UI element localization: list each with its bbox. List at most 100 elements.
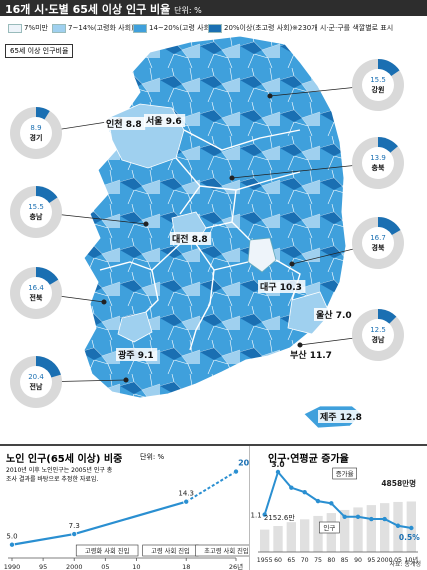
line-series-actual: [11, 500, 187, 546]
x-tick-label: 80: [327, 557, 335, 564]
city-label-bg-부산: [288, 348, 336, 361]
legend-item-very-high: 20%이상(초고령 사회): [208, 22, 292, 34]
leader-dot-강원: [267, 93, 273, 99]
growth-legend-box: [332, 467, 357, 480]
donut-label-충남: 충남: [30, 212, 43, 221]
population-label-last: 4858만명: [381, 478, 416, 488]
line-chart-note: 2010년 이후 노인인구는 2005년 인구 총조사 결과를 바탕으로 추정한…: [6, 467, 113, 483]
population-bar: [300, 519, 310, 552]
legend-swatch-low: [8, 23, 22, 33]
growth-point: [409, 525, 414, 531]
stage-label: 고령화 사회 진입: [85, 546, 130, 555]
population-legend-box: [319, 521, 340, 534]
line-point: [71, 531, 78, 538]
province-boundaries: [99, 129, 301, 351]
population-bar: [340, 509, 350, 552]
donut-충남: 15.5충남: [10, 186, 62, 238]
donut-value-경남: 12.5: [370, 326, 386, 334]
donut-강원: 15.5강원: [352, 59, 404, 111]
line-value-label: 20.8%: [238, 459, 249, 468]
donut-hole: [362, 147, 394, 179]
donut-value-전북: 16.4: [28, 284, 44, 292]
header-unit: 단위: %: [174, 6, 202, 15]
donut-label-경기: 경기: [30, 133, 43, 142]
x-tick-label: 2000: [66, 563, 83, 570]
x-tick-label: 05: [394, 557, 402, 564]
donut-value-전남: 20.4: [28, 373, 44, 381]
donut-hole: [362, 319, 394, 351]
leader-dot-경북: [289, 261, 295, 267]
growth-point: [275, 469, 281, 475]
x-tick-label: 2000: [377, 557, 393, 564]
population-legend-label: 인구: [323, 523, 335, 532]
donut-value-경기: 8.9: [30, 124, 41, 132]
line-chart: 1990 95 2000 05 10 18 26년 5.0 7.3 14.3 20.8% 고령화 사회…: [4, 459, 249, 570]
donut-value-강원: 15.5: [370, 76, 386, 84]
city-label-부산: 부산 11.7: [290, 349, 332, 361]
donut-label-충북: 충북: [372, 163, 385, 172]
leader-dot-경남: [297, 342, 303, 348]
x-tick-label: 75: [314, 557, 322, 564]
leader-dot-충남: [143, 221, 149, 227]
x-tick-label: 60: [274, 557, 282, 564]
city-label-bg-대구: [258, 280, 306, 293]
donut-충북: 13.9충북: [352, 137, 404, 189]
growth-legend-label: 증가율: [336, 469, 354, 478]
city-label-bg-광주: [116, 348, 158, 361]
busan-area: [287, 291, 331, 335]
donut-value-충남: 15.5: [28, 203, 44, 211]
population-bar: [380, 503, 390, 552]
legend: 7%미만 7~14%(고령화 사회) 14~20%(고령 사회) 20%이상(초…: [0, 22, 427, 34]
line-chart-title: 노인 인구(65세 이상) 비중: [6, 454, 123, 465]
population-bar: [353, 507, 363, 552]
donut-경남: 12.5경남: [352, 309, 404, 361]
leader-dot-전북: [101, 299, 107, 305]
map-caption: 65세 이상 인구비율: [5, 44, 74, 58]
x-tick-label: 70: [301, 557, 309, 564]
gwangju-area: [117, 311, 153, 343]
donut-hole: [362, 69, 394, 101]
donut-label-경남: 경남: [372, 335, 385, 344]
donut-hole: [20, 117, 52, 149]
growth-point: [329, 501, 334, 506]
x-tick-label: 65: [287, 557, 295, 564]
leader-dot-충북: [229, 175, 235, 181]
donut-전남: 20.4전남: [10, 356, 62, 408]
line-point: [8, 541, 15, 548]
legend-swatch-very-high: [208, 23, 222, 33]
donut-경기: 8.9경기: [10, 107, 62, 159]
korea-map: 8.9경기15.5강원15.5충남13.9충북16.7경북16.4전북12.5경…: [10, 35, 404, 429]
city-label-bg-제주: [318, 410, 366, 423]
city-label-대전: 대전 8.8: [172, 233, 208, 245]
x-tick-label: 95: [367, 557, 375, 564]
donut-hole: [20, 277, 52, 309]
donut-경북: 16.7경북: [352, 217, 404, 269]
donut-label-경북: 경북: [372, 243, 385, 252]
legend-swatch-high: [133, 23, 147, 33]
header-title: 16개 시·도별 65세 이상 인구 비율 단위: %: [5, 3, 202, 16]
line-point: [183, 498, 190, 505]
x-tick-label: 10년: [405, 556, 419, 564]
growth-line: [263, 469, 412, 529]
x-tick-label: 95: [39, 563, 47, 570]
line-chart-unit: 단위: %: [140, 453, 165, 461]
donut-value-경북: 16.7: [370, 234, 386, 242]
legend-swatch-mid: [52, 23, 66, 33]
legend-item-mid: 7~14%(고령화 사회): [52, 22, 134, 34]
elderly-share-chart-panel: 노인 인구(65세 이상) 비중 단위: % 2010년 이후 노인인구는 20…: [0, 446, 427, 570]
city-label-서울: 서울 9.6: [146, 115, 182, 127]
line-value-label: 14.3: [178, 490, 194, 498]
line-value-label: 7.3: [69, 522, 80, 530]
mainland: [83, 35, 347, 399]
daegu-area: [247, 237, 277, 273]
growth-point: [395, 523, 401, 528]
header-bar: 16개 시·도별 65세 이상 인구 비율 단위: %: [0, 0, 427, 16]
growth-point: [262, 512, 267, 517]
x-tick-label: 26년: [229, 562, 243, 570]
growth-label-peak: 3.0: [271, 460, 284, 469]
panel-divider: [249, 446, 250, 570]
leader-dot-전남: [123, 377, 129, 383]
city-label-bg-대전: [170, 232, 212, 245]
legend-item-low: 7%미만: [8, 22, 48, 34]
x-tick-label: 90: [354, 557, 362, 564]
